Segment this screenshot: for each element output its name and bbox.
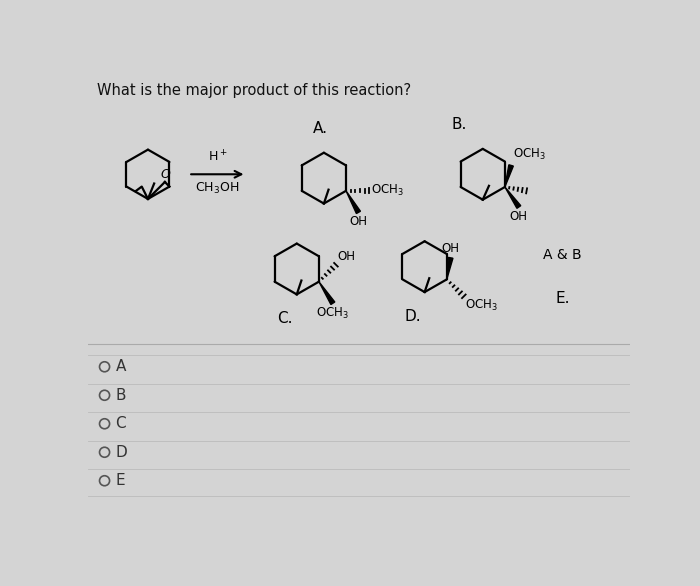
Text: C: C — [116, 416, 126, 431]
Text: H$^+$: H$^+$ — [207, 150, 227, 165]
Text: OH: OH — [510, 210, 528, 223]
Text: D.: D. — [405, 309, 421, 324]
Text: CH$_3$OH: CH$_3$OH — [195, 180, 239, 196]
Text: C.: C. — [277, 311, 293, 326]
Text: E: E — [116, 473, 125, 488]
Text: OCH$_3$: OCH$_3$ — [371, 183, 404, 199]
Text: What is the major product of this reaction?: What is the major product of this reacti… — [97, 83, 411, 98]
Text: B: B — [116, 388, 126, 403]
Polygon shape — [505, 187, 521, 208]
Text: E.: E. — [555, 291, 570, 306]
Polygon shape — [346, 191, 360, 213]
Text: A & B: A & B — [543, 248, 582, 262]
Text: OH: OH — [337, 250, 356, 263]
Text: OCH$_3$: OCH$_3$ — [512, 147, 545, 162]
Text: A: A — [116, 359, 126, 374]
Text: OCH$_3$: OCH$_3$ — [316, 306, 349, 322]
Text: A.: A. — [312, 121, 328, 136]
Text: OCH$_3$: OCH$_3$ — [466, 298, 498, 313]
Polygon shape — [319, 282, 335, 305]
Text: OH: OH — [349, 216, 368, 229]
Polygon shape — [447, 257, 453, 280]
Text: B.: B. — [452, 117, 467, 132]
Text: O: O — [161, 168, 171, 181]
Text: D: D — [116, 445, 127, 460]
Text: OH: OH — [442, 242, 460, 255]
Polygon shape — [505, 165, 513, 187]
